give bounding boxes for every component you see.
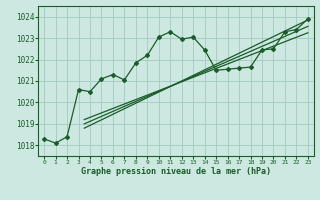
X-axis label: Graphe pression niveau de la mer (hPa): Graphe pression niveau de la mer (hPa)	[81, 167, 271, 176]
